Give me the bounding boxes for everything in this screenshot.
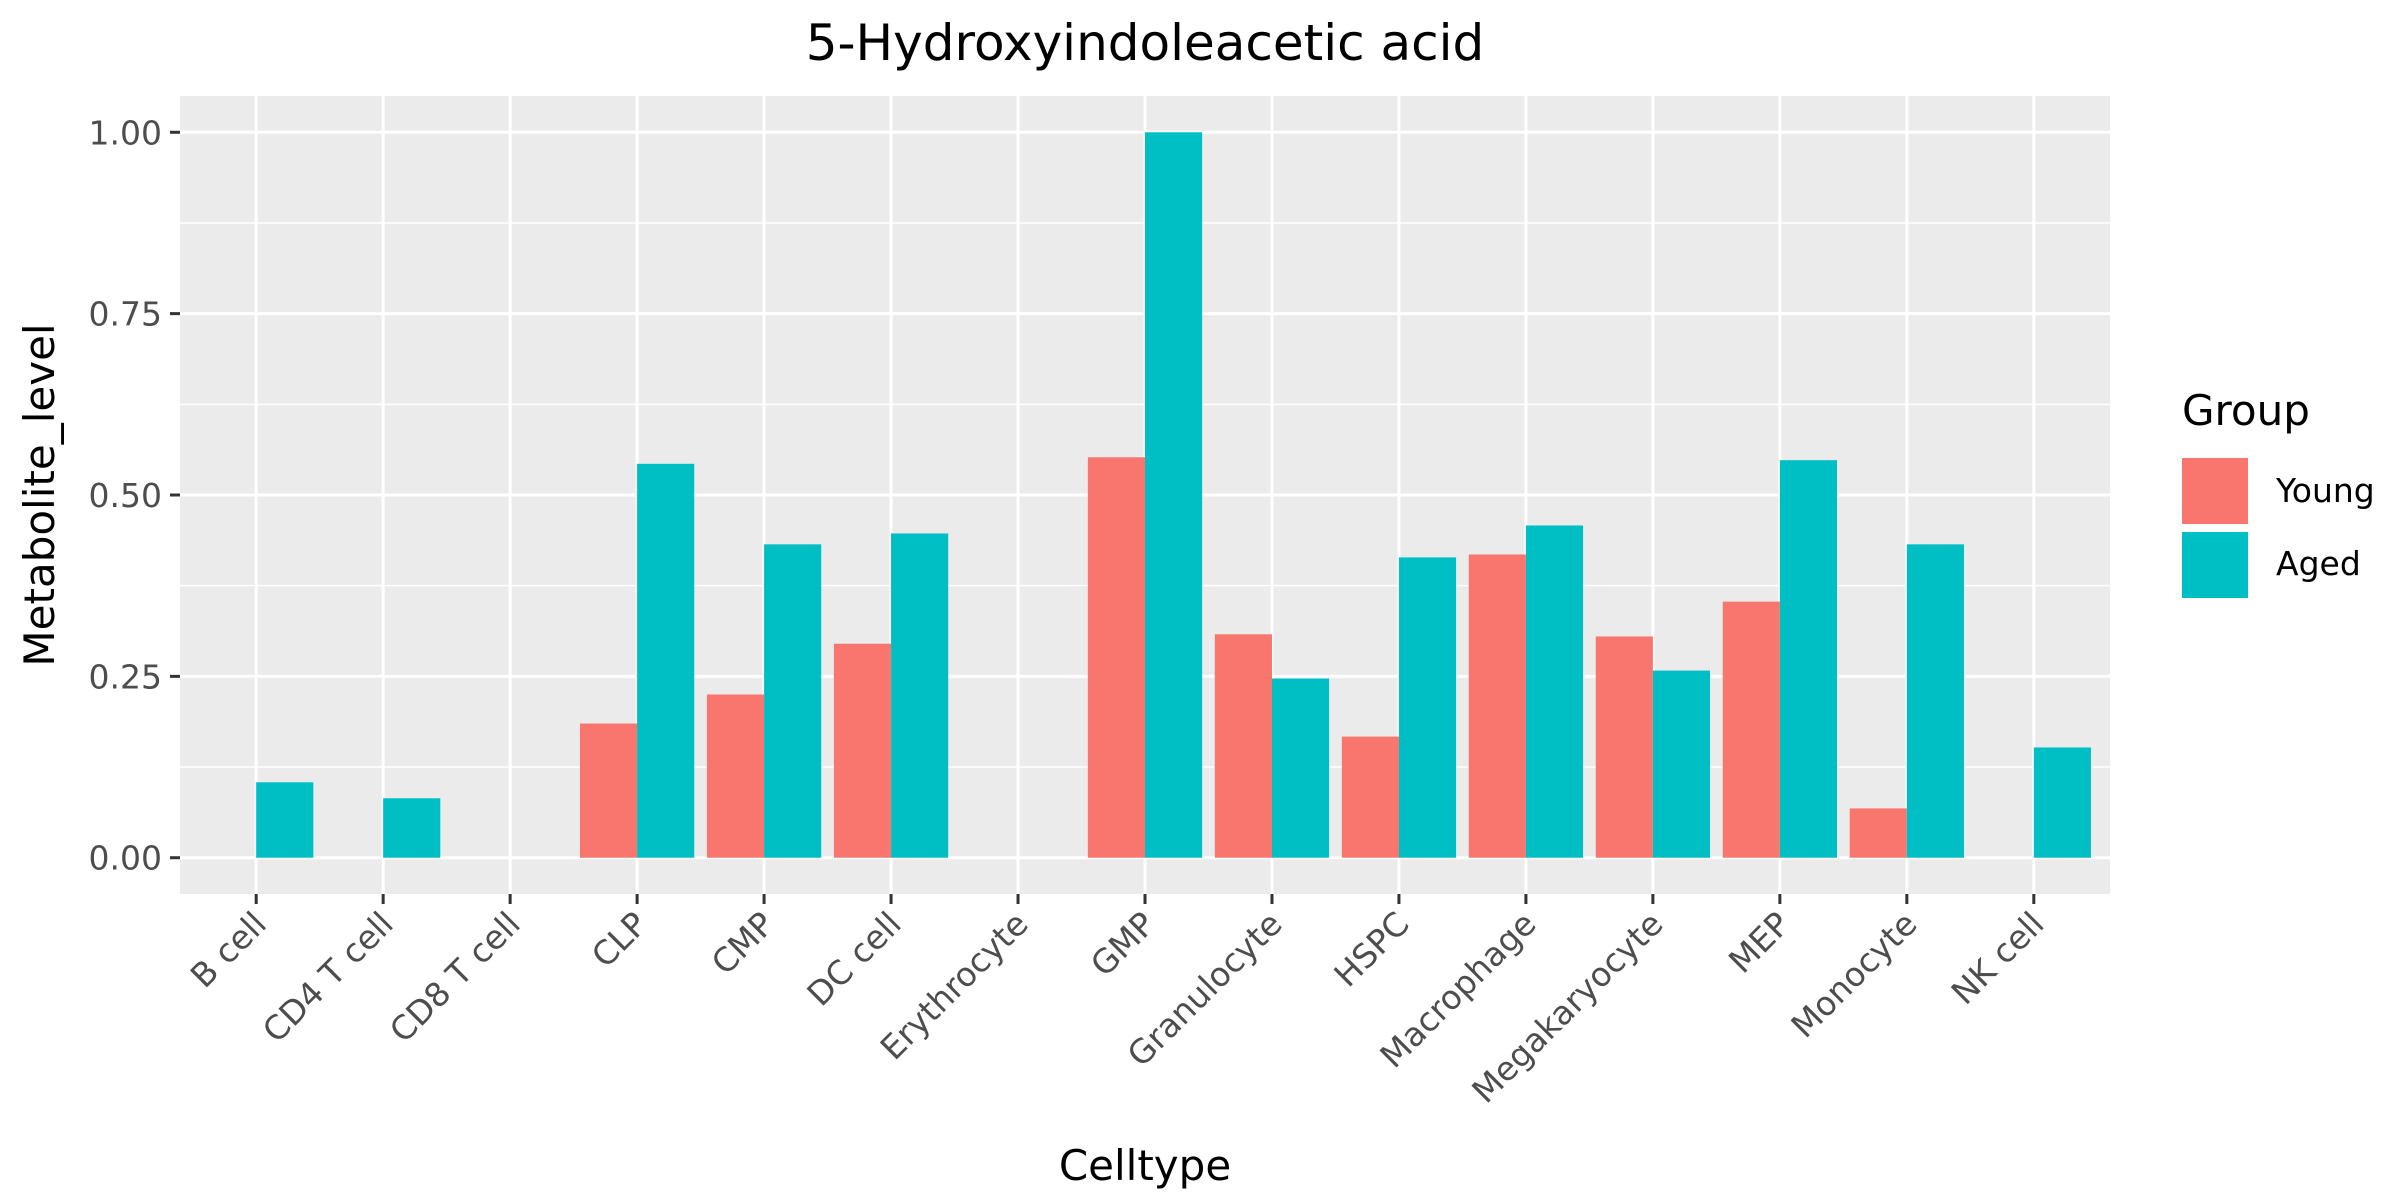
bar-young-cmp — [706, 694, 765, 858]
bar-aged-hspc — [1398, 557, 1457, 858]
bar-young-dc-cell — [833, 643, 892, 858]
chart-title: 5-Hydroxyindoleacetic acid — [806, 14, 1485, 72]
y-axis-title: Metabolite_level — [15, 323, 64, 666]
x-tick-label: HSPC — [1326, 904, 1416, 994]
bar-aged-megakaryocyte — [1652, 670, 1711, 858]
bar-aged-clp — [637, 463, 695, 858]
legend-title: Group — [2182, 386, 2310, 435]
bar-aged-granulocyte — [1271, 678, 1330, 858]
x-tick-label: Monocyte — [1783, 904, 1924, 1045]
x-tick-label: NK cell — [1944, 904, 2052, 1012]
y-axis: 0.00 0.25 0.50 0.75 1.00 — [89, 113, 180, 878]
x-tick-label: CD4 T cell — [255, 904, 401, 1050]
bar-aged-cd4-t-cell — [383, 798, 441, 858]
y-tick-label: 0.50 — [89, 476, 162, 515]
legend: Group Young Aged — [2182, 386, 2375, 598]
legend-key-aged — [2182, 532, 2248, 598]
y-tick-label: 1.00 — [89, 113, 162, 152]
bar-young-clp — [579, 723, 638, 858]
x-tick-label: DC cell — [799, 904, 908, 1013]
y-tick-label: 0.00 — [89, 839, 162, 878]
x-tick-label: CLP — [584, 904, 655, 975]
bar-aged-gmp — [1145, 132, 1203, 858]
bar-young-monocyte — [1849, 808, 1907, 858]
x-tick-label: GMP — [1083, 904, 1163, 984]
legend-label-young: Young — [2275, 471, 2375, 510]
x-tick-label: B cell — [183, 904, 274, 995]
bar-aged-mep — [1779, 460, 1838, 858]
bar-aged-nk-cell — [2033, 747, 2091, 858]
bar-young-gmp — [1087, 457, 1145, 858]
bar-aged-b-cell — [256, 782, 314, 858]
bar-young-macrophage — [1468, 554, 1526, 858]
legend-key-young — [2182, 458, 2248, 524]
x-tick-label: MEP — [1721, 904, 1798, 981]
bar-aged-macrophage — [1525, 525, 1584, 858]
x-tick-label: CMP — [704, 904, 782, 982]
bar-aged-monocyte — [1906, 544, 1964, 858]
y-tick-label: 0.75 — [89, 295, 162, 334]
legend-label-aged: Aged — [2276, 544, 2361, 583]
bar-aged-dc-cell — [891, 533, 949, 858]
bars — [256, 132, 2091, 858]
bar-young-mep — [1722, 601, 1780, 858]
x-axis-title: Celltype — [1059, 1141, 1231, 1190]
x-tick-label: CD8 T cell — [382, 904, 528, 1050]
bar-young-hspc — [1341, 736, 1399, 858]
y-tick-label: 0.25 — [89, 657, 162, 696]
bar-aged-cmp — [764, 544, 822, 858]
bar-young-megakaryocyte — [1595, 636, 1653, 858]
bar-young-granulocyte — [1214, 634, 1272, 858]
